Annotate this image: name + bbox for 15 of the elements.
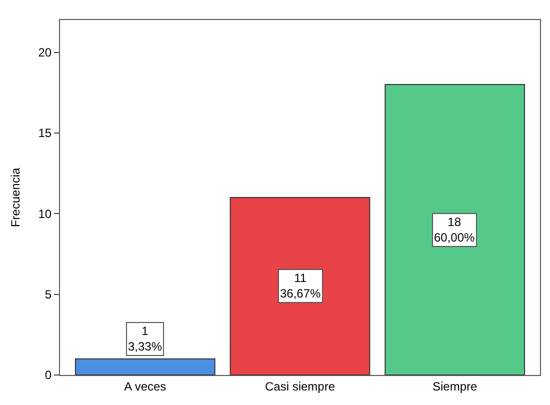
y-tick-label: 0: [44, 368, 52, 382]
x-tick-label: Casi siempre: [264, 379, 336, 394]
y-axis-title: Frecuencia: [8, 168, 23, 228]
y-tick-label: 5: [44, 288, 52, 302]
x-tick-label: Siempre: [432, 379, 478, 394]
y-tick-label: 15: [38, 126, 52, 140]
bar: [74, 358, 216, 375]
y-tick-label: 20: [38, 45, 52, 60]
bar: [384, 84, 526, 375]
data-label: 11 36,67%: [280, 271, 322, 301]
x-tick-label: A veces: [124, 379, 166, 394]
data-label: 18 60,00%: [434, 215, 476, 245]
bar: [230, 197, 370, 375]
y-tick-label: 10: [38, 206, 52, 221]
data-label: 1 3,33%: [128, 324, 162, 354]
